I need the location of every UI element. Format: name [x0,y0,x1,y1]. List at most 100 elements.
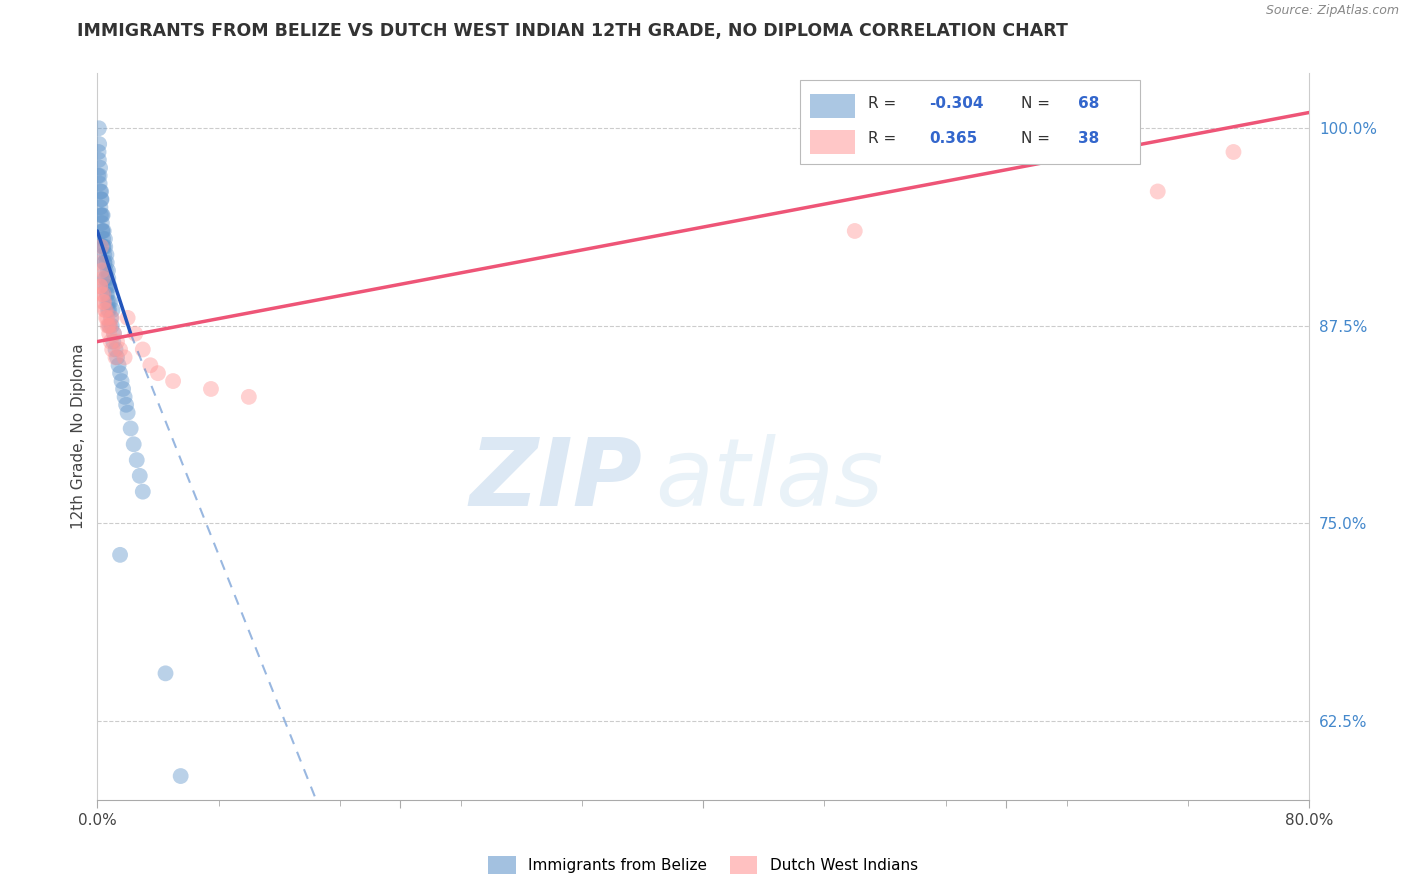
Point [101,343,124,357]
Point [98,326,121,341]
Point [100,310,122,325]
Point [122,437,145,451]
Point [169,769,191,783]
Point [94,240,117,254]
Point [89,137,111,152]
Point [112,382,135,396]
Point [87,153,110,167]
Point [97,271,120,285]
Point [96,295,118,310]
Point [90,240,112,254]
Point [117,406,139,420]
Point [162,374,184,388]
Point [103,326,125,341]
Point [108,548,131,562]
Point [94,271,117,285]
Point [103,326,125,341]
Point [93,240,115,254]
Point [91,271,114,285]
Point [101,302,124,317]
Point [104,351,127,365]
Point [100,334,122,349]
Point [93,302,115,317]
Point [89,177,111,191]
Point [94,279,117,293]
Point [90,208,112,222]
Point [89,279,111,293]
Legend: Immigrants from Belize, Dutch West Indians: Immigrants from Belize, Dutch West India… [482,850,924,880]
Point [93,248,115,262]
Point [844,224,866,238]
Text: ZIP: ZIP [470,434,643,526]
Point [132,343,155,357]
Text: IMMIGRANTS FROM BELIZE VS DUTCH WEST INDIAN 12TH GRADE, NO DIPLOMA CORRELATION C: IMMIGRANTS FROM BELIZE VS DUTCH WEST IND… [77,22,1069,40]
Point [89,161,111,175]
Point [120,421,142,435]
Point [96,279,118,293]
Point [96,287,118,301]
Point [107,358,129,372]
Point [90,287,112,301]
Point [104,343,127,357]
Point [94,263,117,277]
Point [89,200,111,214]
Point [128,468,150,483]
Point [96,255,118,269]
Point [110,374,132,388]
Point [91,224,114,238]
Point [87,255,110,269]
Point [87,145,110,159]
Point [90,193,112,207]
Point [125,453,148,467]
Point [155,666,177,681]
Point [117,310,139,325]
Point [91,208,114,222]
Point [96,248,118,262]
Point [94,232,117,246]
Point [93,287,115,301]
Text: atlas: atlas [655,434,883,525]
Text: Source: ZipAtlas.com: Source: ZipAtlas.com [1265,4,1399,18]
Point [146,366,169,380]
Point [93,255,115,269]
Point [105,334,128,349]
Point [94,310,117,325]
Point [97,287,120,301]
Point [89,169,111,183]
Point [90,185,112,199]
Point [115,398,138,412]
Point [93,224,115,238]
Point [100,310,122,325]
Point [98,302,121,317]
Point [93,295,115,310]
Point [87,121,110,136]
Point [105,351,128,365]
Point [108,343,131,357]
Point [98,318,121,333]
Point [97,302,120,317]
Point [97,263,120,277]
Y-axis label: 12th Grade, No Diploma: 12th Grade, No Diploma [72,343,86,529]
Point [89,279,111,293]
Point [124,326,146,341]
Point [90,193,112,207]
Point [98,279,121,293]
Point [114,351,136,365]
Point [1146,185,1168,199]
Point [132,484,155,499]
Point [94,271,117,285]
Point [90,263,112,277]
Point [90,216,112,230]
Point [93,240,115,254]
Point [139,358,162,372]
Point [94,302,117,317]
Point [114,390,136,404]
Point [100,318,122,333]
Point [97,318,120,333]
Point [87,169,110,183]
Point [91,232,114,246]
Point [90,208,112,222]
Point [98,295,121,310]
Point [103,334,125,349]
Point [96,310,118,325]
